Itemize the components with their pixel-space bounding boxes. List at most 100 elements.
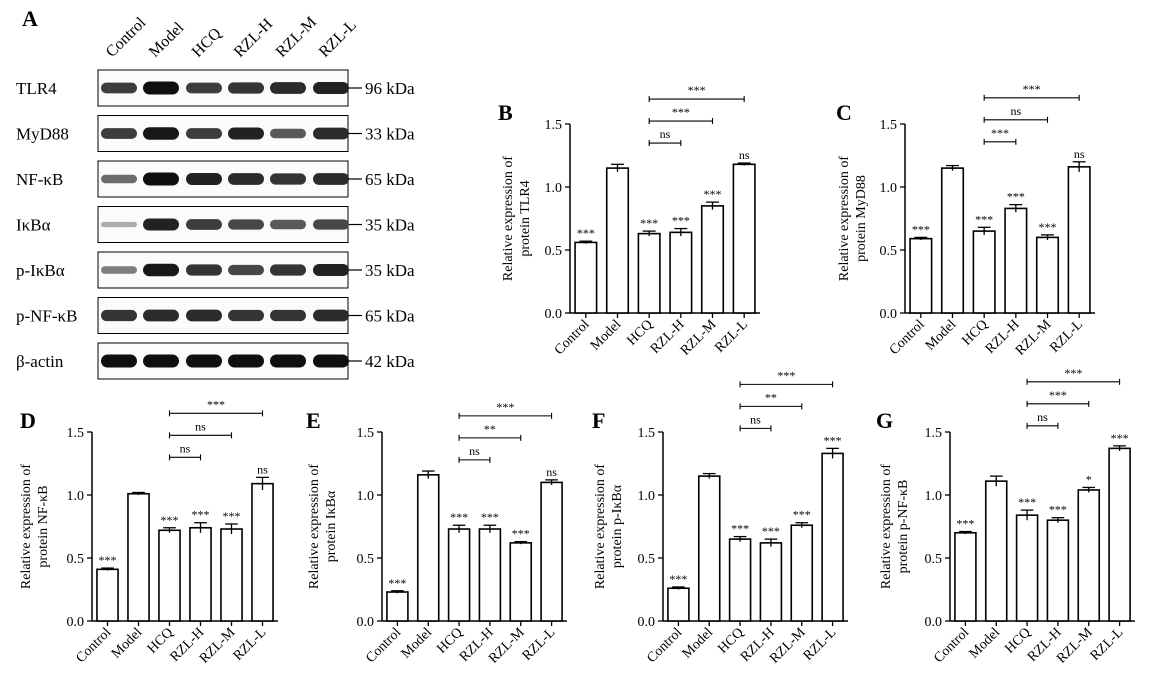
blot-band xyxy=(143,81,179,95)
bar xyxy=(416,474,440,622)
comparison-label: *** xyxy=(1023,82,1041,96)
comparison-label: ns xyxy=(1037,410,1048,424)
size-label: 65 kDa xyxy=(365,170,415,189)
size-label: 96 kDa xyxy=(365,79,415,98)
blot-band xyxy=(270,264,306,276)
y-tick-label: 1.5 xyxy=(357,426,375,441)
bar xyxy=(940,167,965,314)
blot-band xyxy=(313,81,349,95)
bar xyxy=(478,528,502,622)
y-axis-label: Relative expression of xyxy=(307,464,322,590)
size-label: 65 kDa xyxy=(365,307,415,326)
y-axis-label: protein TLR4 xyxy=(518,180,533,256)
y-tick-label: 0.0 xyxy=(925,615,943,630)
significance-label: ns xyxy=(546,465,557,479)
blot-band xyxy=(143,309,179,322)
blot-band xyxy=(270,219,306,230)
bar xyxy=(1067,166,1091,314)
y-axis-label: Relative expression of xyxy=(501,156,516,282)
bar xyxy=(759,542,783,622)
y-axis-label: Relative expression of xyxy=(837,156,852,282)
blot-band xyxy=(313,219,349,230)
chart-f: F 0.0 0.5 1.0 1.5 Relative expression of prote… xyxy=(592,368,848,667)
blot-band xyxy=(313,354,349,368)
blot-band xyxy=(313,127,349,140)
significance-label: ns xyxy=(739,148,750,162)
bar xyxy=(386,591,409,622)
bar xyxy=(732,163,756,314)
significance-label: *** xyxy=(161,513,179,527)
comparison-label: ns xyxy=(750,412,761,426)
comparison-label: ** xyxy=(765,390,777,404)
bar xyxy=(220,528,243,622)
comparison-label: *** xyxy=(1064,366,1082,380)
significance-label: *** xyxy=(704,187,722,201)
y-tick-label: 0.0 xyxy=(638,615,656,630)
x-tick-label: Control xyxy=(931,625,972,666)
panel-letter: F xyxy=(592,408,605,433)
panel-letter: D xyxy=(20,408,36,433)
y-tick-label: 1.0 xyxy=(925,489,943,504)
significance-label: *** xyxy=(669,572,687,586)
significance-label: *** xyxy=(672,214,690,228)
bar xyxy=(96,568,119,622)
y-tick-label: 0.5 xyxy=(67,552,85,567)
lane-label: RZL-L xyxy=(316,17,360,61)
x-tick-label: Control xyxy=(363,625,404,666)
x-tick-label: RZL-L xyxy=(1047,317,1086,356)
panel-letter: C xyxy=(836,100,852,125)
significance-label: *** xyxy=(956,517,974,531)
bar xyxy=(189,526,212,622)
blot-band xyxy=(186,219,222,230)
blot-band xyxy=(270,173,306,185)
significance-label: *** xyxy=(1007,190,1025,204)
lane-label: HCQ xyxy=(189,25,225,61)
x-tick-label: RZL-M xyxy=(767,625,809,667)
y-axis-label: protein IκBα xyxy=(324,490,339,562)
blot-band xyxy=(186,354,222,368)
y-axis-label: Relative expression of xyxy=(19,464,34,590)
y-tick-label: 1.0 xyxy=(545,181,563,196)
x-tick-label: RZL-M xyxy=(1054,625,1096,667)
y-axis-label: protein MyD88 xyxy=(854,175,869,262)
y-tick-label: 0.5 xyxy=(638,552,656,567)
y-tick-label: 1.0 xyxy=(880,181,898,196)
y-tick-label: 1.0 xyxy=(357,489,375,504)
lane-label: Control xyxy=(103,14,150,61)
bar xyxy=(972,230,996,314)
significance-label: *** xyxy=(975,212,993,226)
significance-label: *** xyxy=(388,576,406,590)
y-axis-label: Relative expression of xyxy=(593,464,608,590)
blot-band xyxy=(143,218,179,231)
bar xyxy=(790,524,814,622)
blot-band xyxy=(313,173,349,185)
comparison-label: ns xyxy=(660,127,671,141)
y-tick-label: 1.5 xyxy=(638,426,656,441)
y-tick-label: 0.0 xyxy=(357,615,375,630)
blot-band xyxy=(270,309,306,322)
significance-label: *** xyxy=(512,527,530,541)
bar xyxy=(821,452,844,622)
blot-frame xyxy=(97,342,349,380)
blot-band xyxy=(101,221,137,228)
size-label: 35 kDa xyxy=(365,261,415,280)
blot-band xyxy=(270,82,306,94)
x-tick-label: RZL-L xyxy=(231,625,270,664)
blot-band xyxy=(186,309,222,322)
y-tick-label: 1.0 xyxy=(67,489,85,504)
bar xyxy=(700,205,725,314)
x-tick-label: Model xyxy=(680,625,717,662)
bar xyxy=(984,480,1008,622)
blot-band xyxy=(101,266,137,274)
bar xyxy=(158,529,181,622)
y-axis-label: protein NF-κB xyxy=(36,485,51,567)
x-tick-label: RZL-M xyxy=(197,625,239,667)
bar xyxy=(697,475,721,622)
blot-band xyxy=(186,82,222,94)
blot-band xyxy=(101,174,137,184)
blot-band xyxy=(143,354,179,368)
chart-c: C 0.0 0.5 1.0 1.5 Relative expression of prote… xyxy=(836,82,1095,359)
blot-frame xyxy=(97,297,349,334)
chart-e: E 0.0 0.5 1.0 1.5 Relative expression of prote… xyxy=(306,400,567,667)
